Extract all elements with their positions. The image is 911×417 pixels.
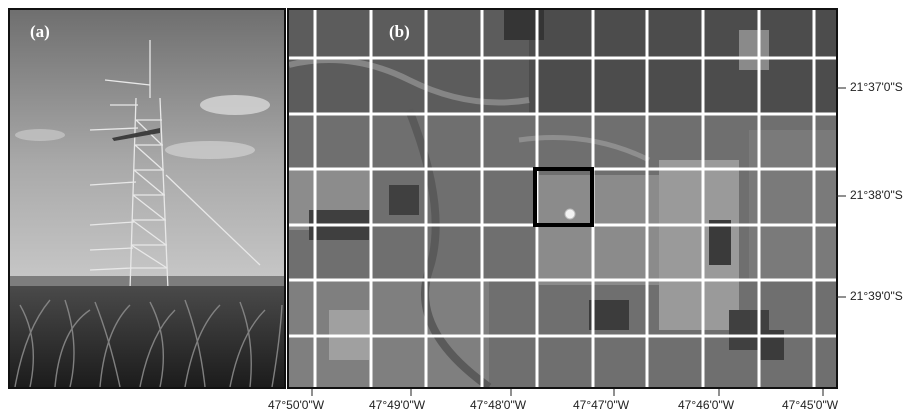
satellite-map: [289, 10, 836, 387]
longitude-label: 47°47'0"W: [573, 398, 630, 412]
panel-a-label: (a): [30, 22, 50, 41]
satellite-map-panel: (b): [287, 8, 838, 389]
longitude-label: 47°50'0"W: [268, 398, 325, 412]
longitude-label: 47°49'0"W: [369, 398, 426, 412]
latitude-label: 21°39'0"S: [850, 289, 903, 303]
longitude-label: 47°45'0"W: [782, 398, 839, 412]
tower-photo-panel: (a): [8, 8, 286, 389]
tower-photo: [10, 10, 284, 387]
study-site-box: [533, 167, 594, 227]
longitude-ticks: [311, 389, 824, 396]
latitude-ticks: [836, 87, 846, 298]
latitude-label: 21°38'0"S: [850, 188, 903, 202]
longitude-label: 47°48'0"W: [470, 398, 527, 412]
panel-b-label: (b): [389, 22, 410, 41]
tower-location-marker: [564, 208, 576, 220]
longitude-label: 47°46'0"W: [678, 398, 735, 412]
latitude-label: 21°37'0"S: [850, 80, 903, 94]
